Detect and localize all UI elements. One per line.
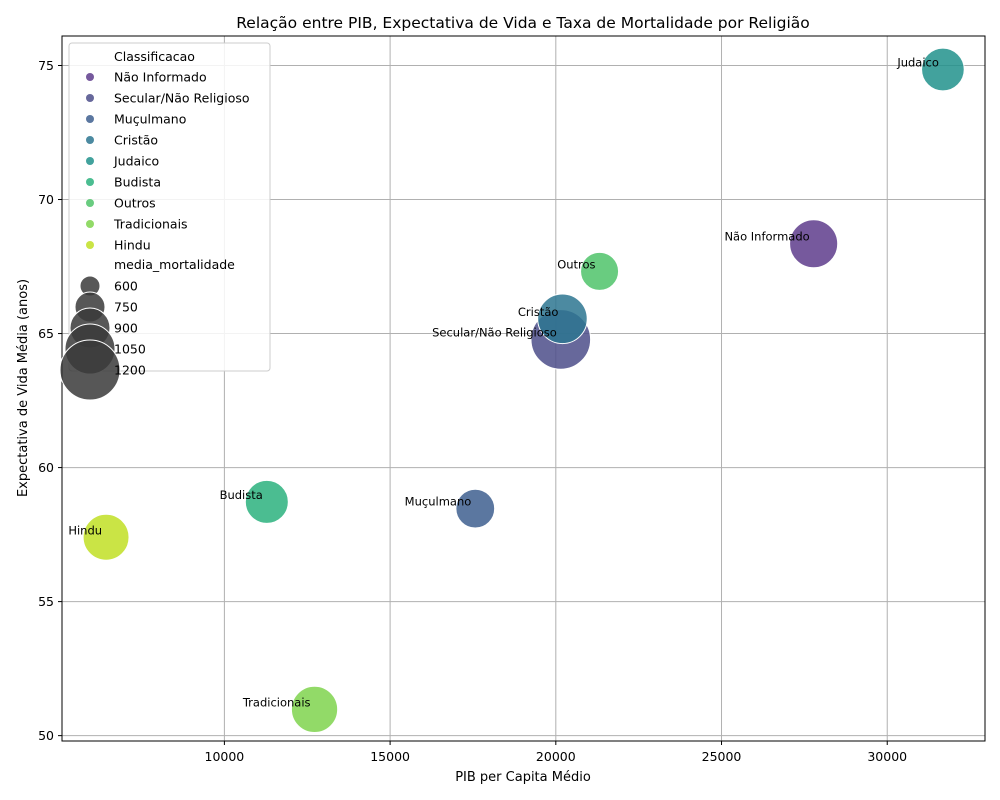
data-point xyxy=(290,685,339,733)
legend-label: Muçulmano xyxy=(114,112,186,127)
point-label: Cristão xyxy=(518,305,559,319)
legend-size-label: 900 xyxy=(114,321,138,336)
x-tick-label: 15000 xyxy=(370,749,410,764)
y-tick-label: 60 xyxy=(38,460,54,475)
plot-frame xyxy=(61,35,986,742)
point-label: Secular/Não Religioso xyxy=(432,325,557,339)
x-axis-label: PIB per Capita Médio xyxy=(455,770,591,785)
legend-marker xyxy=(86,241,94,249)
chart-title: Relação entre PIB, Expectativa de Vida e… xyxy=(236,14,810,32)
legend-label: Tradicionais xyxy=(113,217,188,232)
point-label: Tradicionais xyxy=(242,695,311,709)
x-tick-label: 10000 xyxy=(205,749,245,764)
legend-hue-title: Classificacao xyxy=(114,49,195,64)
data-point xyxy=(789,219,839,269)
y-axis-label: Expectativa de Vida Média (anos) xyxy=(16,279,31,497)
legend-size-label: 1200 xyxy=(114,363,146,378)
data-point xyxy=(580,251,620,291)
legend-marker xyxy=(86,94,94,102)
legend-marker xyxy=(86,157,94,165)
legend-label: Secular/Não Religioso xyxy=(114,91,250,106)
point-label: Não Informado xyxy=(724,230,809,244)
x-tick-label: 20000 xyxy=(536,749,576,764)
legend-label: Outros xyxy=(114,196,156,211)
point-label: Judaico xyxy=(896,56,939,70)
legend-marker xyxy=(86,220,94,228)
legend-marker xyxy=(86,136,94,144)
legend-marker xyxy=(86,115,94,123)
data-point xyxy=(82,513,130,561)
data-point xyxy=(921,47,965,92)
point-label: Muçulmano xyxy=(405,495,472,509)
legend-size-marker xyxy=(59,339,121,401)
legend-label: Não Informado xyxy=(114,70,207,85)
legend-marker xyxy=(86,199,94,207)
legend-label: Judaico xyxy=(113,154,159,169)
data-point xyxy=(244,479,289,524)
legend-marker xyxy=(86,73,94,81)
legend-size-title: media_mortalidade xyxy=(114,257,235,272)
y-tick-label: 55 xyxy=(38,594,54,609)
legend-size-label: 1050 xyxy=(114,342,146,357)
y-axis-ticks: 50 55 60 65 70 75 xyxy=(38,58,62,743)
point-annotations: Não Informado Secular/Não Religioso Muçulm… xyxy=(68,56,939,710)
legend-marker xyxy=(86,178,94,186)
legend-label: Hindu xyxy=(114,238,151,253)
x-tick-label: 25000 xyxy=(702,749,742,764)
y-tick-label: 70 xyxy=(38,192,54,207)
point-label: Hindu xyxy=(68,523,102,537)
data-point xyxy=(537,293,588,345)
x-tick-label: 30000 xyxy=(867,749,907,764)
legend-size-label: 750 xyxy=(114,300,138,315)
y-tick-label: 50 xyxy=(38,728,54,743)
data-points xyxy=(82,47,965,733)
y-tick-label: 65 xyxy=(38,326,54,341)
legend-size-label: 600 xyxy=(114,279,138,294)
data-point xyxy=(455,488,496,529)
point-label: Budista xyxy=(220,488,263,502)
legend-label: Budista xyxy=(114,175,161,190)
x-axis-ticks: 10000 15000 20000 25000 30000 xyxy=(205,741,907,764)
y-tick-label: 75 xyxy=(38,58,54,73)
legend: Classificacao Não Informado Secular/Não Re… xyxy=(59,42,271,401)
legend-box xyxy=(68,42,271,372)
legend-label: Cristão xyxy=(114,133,158,148)
point-label: Outros xyxy=(557,257,595,271)
